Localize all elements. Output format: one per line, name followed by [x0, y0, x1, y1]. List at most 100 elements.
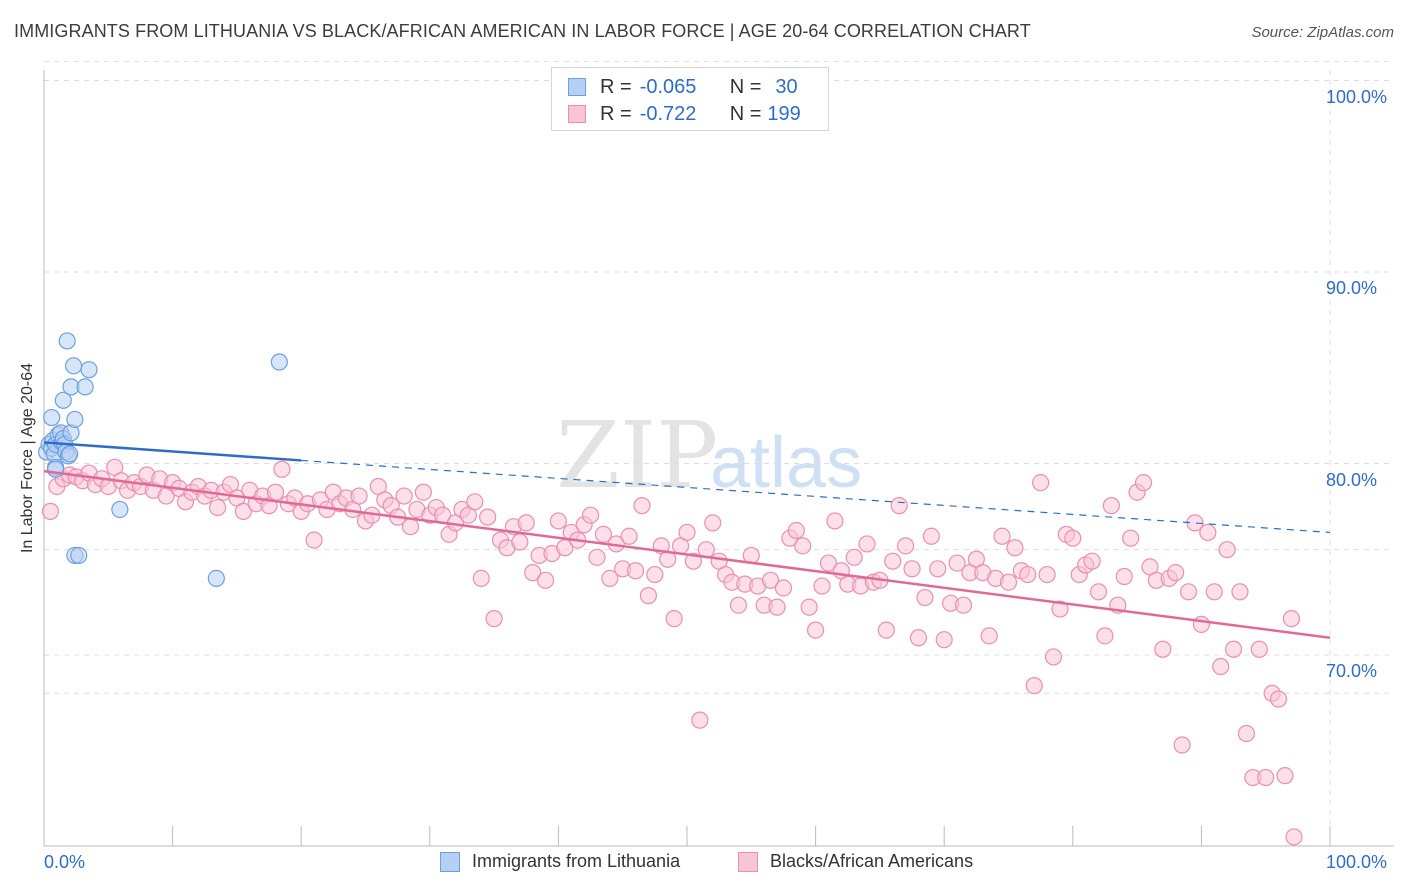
- data-point: [794, 537, 812, 555]
- data-point: [1173, 736, 1191, 754]
- data-point: [1224, 640, 1243, 658]
- legend-swatch-pink: [738, 851, 758, 872]
- data-point: [1276, 767, 1294, 785]
- data-point: [761, 571, 780, 589]
- data-point: [581, 506, 600, 524]
- legend-item-lithuania[interactable]: Immigrants from Lithuania: [440, 851, 680, 872]
- data-point: [111, 500, 129, 519]
- r-label: R =: [600, 102, 632, 125]
- data-point: [678, 523, 696, 542]
- n-value: 199: [767, 102, 801, 125]
- data-point: [234, 502, 252, 520]
- correlation-legend: R = -0.065 N = 30 R = -0.722 N = 199: [551, 67, 829, 131]
- data-point: [1051, 600, 1069, 618]
- data-point: [1038, 565, 1056, 584]
- n-label: N =: [729, 75, 762, 98]
- data-point: [1006, 539, 1024, 557]
- data-point: [897, 537, 915, 555]
- data-point: [401, 518, 420, 536]
- legend-row-lithuania: R = -0.065 N = 30: [568, 75, 798, 99]
- data-point: [768, 598, 786, 616]
- data-point: [1102, 497, 1120, 515]
- data-point: [517, 514, 535, 532]
- data-point: [549, 512, 568, 530]
- trend-line-lithuania-extended: [301, 459, 1331, 534]
- data-point: [466, 493, 484, 511]
- legend-item-black[interactable]: Blacks/African Americans: [738, 851, 973, 872]
- legend-swatch-pink: [568, 105, 586, 123]
- data-point: [1032, 474, 1050, 492]
- data-point: [350, 487, 368, 505]
- legend-swatch-blue: [440, 851, 460, 872]
- data-point: [704, 514, 722, 532]
- data-point: [633, 497, 651, 515]
- trend-lines: [43, 441, 1331, 640]
- data-point: [800, 598, 818, 616]
- data-point: [80, 361, 98, 379]
- data-point: [909, 629, 928, 647]
- y-tick-label: 80.0%: [1326, 469, 1378, 490]
- data-point: [729, 596, 748, 614]
- data-point: [980, 627, 998, 645]
- data-point: [999, 573, 1018, 591]
- data-point: [58, 332, 76, 350]
- data-point: [620, 527, 638, 545]
- data-point: [209, 498, 227, 517]
- data-point: [691, 711, 709, 729]
- data-point: [524, 564, 542, 582]
- data-point: [305, 531, 323, 549]
- data-point: [536, 571, 555, 589]
- data-point: [819, 554, 838, 572]
- data-point: [395, 487, 413, 505]
- data-point: [916, 588, 934, 607]
- data-point: [626, 562, 645, 580]
- legend-row-black: R = -0.722 N = 199: [568, 102, 801, 126]
- data-point: [684, 552, 703, 570]
- data-point: [70, 546, 88, 565]
- data-point: [41, 502, 60, 520]
- data-point: [479, 508, 497, 526]
- data-point: [877, 621, 895, 639]
- n-value: 30: [775, 75, 798, 98]
- blue-points: [37, 332, 288, 588]
- data-point: [1134, 474, 1153, 492]
- data-point: [273, 460, 291, 478]
- data-point: [1122, 529, 1140, 547]
- data-point: [43, 408, 61, 427]
- data-point: [845, 548, 863, 566]
- data-point: [1212, 657, 1230, 676]
- data-point: [929, 560, 947, 578]
- watermark-zip: ZIP: [556, 402, 718, 509]
- legend-swatch-blue: [568, 78, 586, 96]
- data-point: [1167, 564, 1185, 582]
- data-point: [1154, 640, 1172, 658]
- legend-label: Immigrants from Lithuania: [472, 851, 681, 871]
- data-point: [1064, 529, 1082, 547]
- data-point: [1237, 724, 1256, 743]
- data-point: [1192, 615, 1211, 633]
- data-point: [270, 353, 288, 371]
- data-point: [993, 527, 1011, 545]
- pink-points: [41, 458, 1303, 846]
- data-point: [903, 560, 921, 578]
- r-value: -0.065: [639, 75, 697, 98]
- data-point: [954, 596, 973, 614]
- data-point: [1285, 828, 1303, 846]
- data-point: [774, 579, 793, 597]
- data-point: [1179, 583, 1198, 601]
- data-point: [858, 535, 876, 553]
- y-tick-label: 70.0%: [1326, 661, 1378, 681]
- data-point: [813, 577, 831, 595]
- data-point: [76, 378, 94, 396]
- y-tick-label: 90.0%: [1326, 278, 1378, 298]
- data-point: [1257, 768, 1275, 787]
- data-point: [207, 569, 225, 588]
- data-point: [1250, 640, 1268, 658]
- data-point: [1115, 567, 1133, 586]
- data-point: [806, 621, 825, 639]
- legend-label: Blacks/African Americans: [770, 851, 974, 871]
- chart-title: IMMIGRANTS FROM LITHUANIA VS BLACK/AFRIC…: [14, 21, 1031, 41]
- data-point: [511, 533, 529, 551]
- y-tick-label: 100.0%: [1326, 86, 1388, 107]
